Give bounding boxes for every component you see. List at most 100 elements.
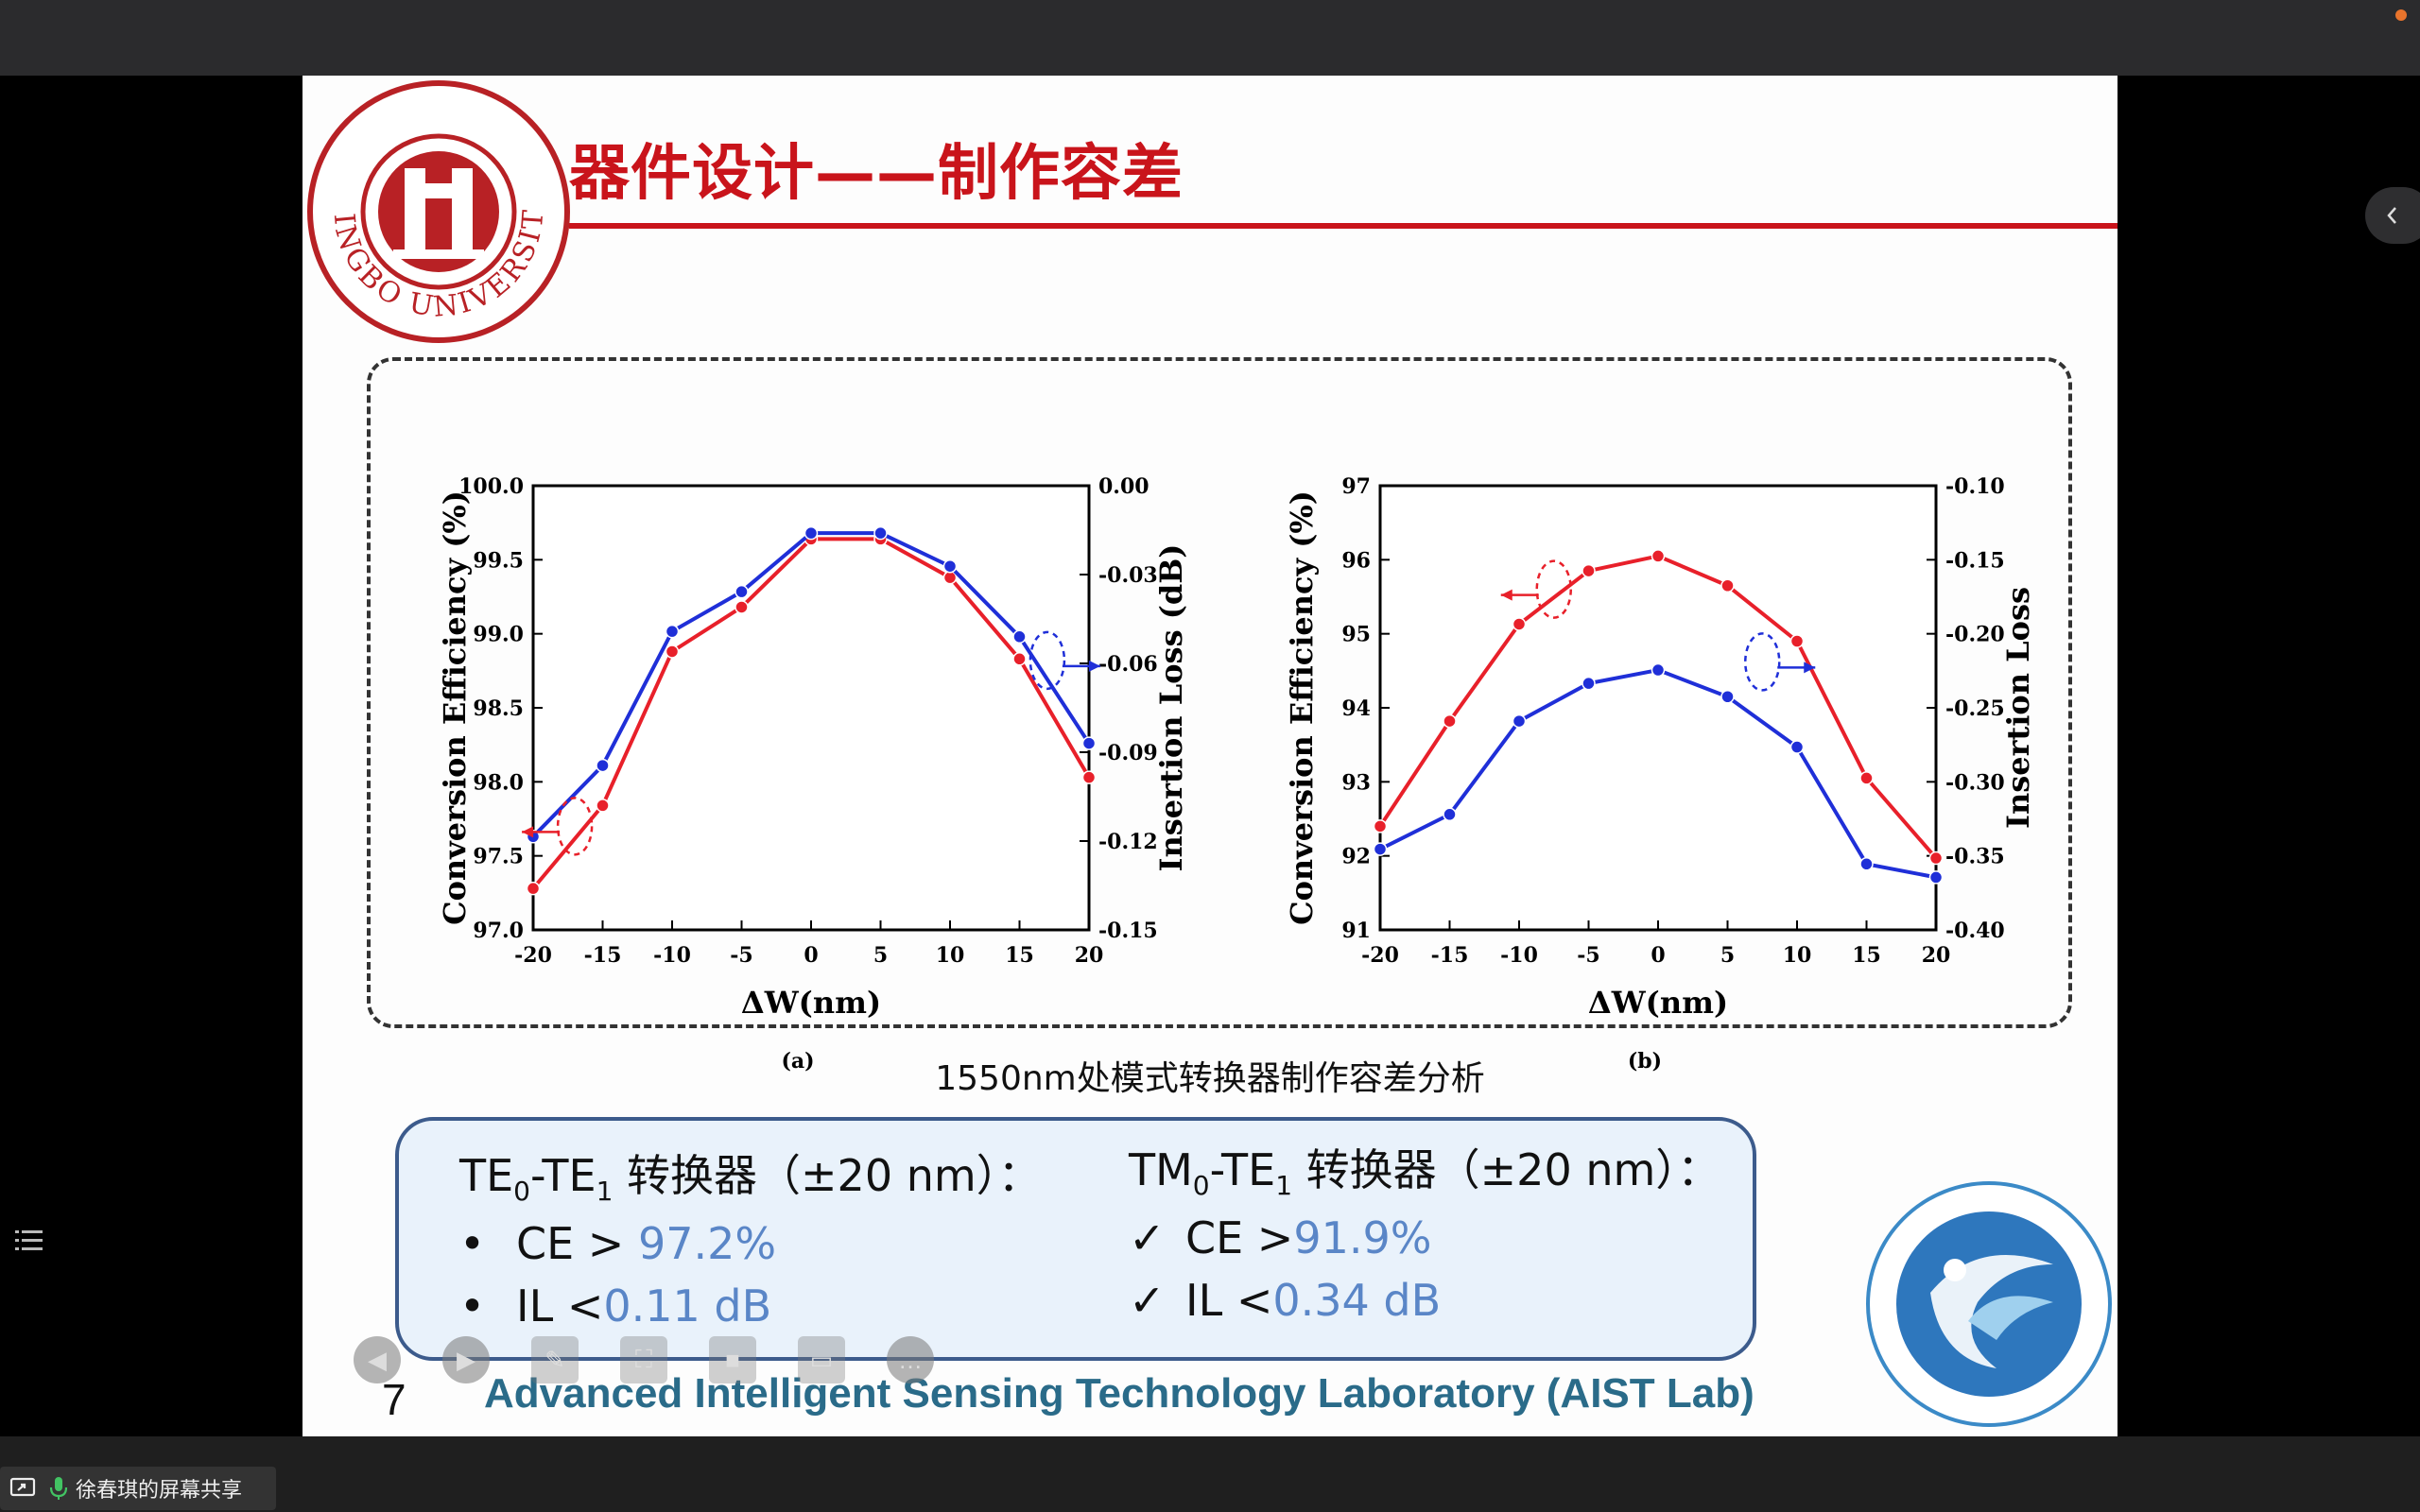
- x-tick-label: -20: [1361, 943, 1399, 968]
- data-point-0: [526, 881, 541, 896]
- annotation-ellipse: [556, 797, 594, 856]
- y2-tick-label: 0.00: [1098, 474, 1150, 499]
- y-tick-label: 97: [1341, 474, 1371, 499]
- figure-frame: [367, 357, 2072, 1028]
- y-tick-label: 97.5: [473, 845, 524, 869]
- share-label: 徐春琪的屏幕共享: [76, 1479, 243, 1503]
- data-point-1: [1443, 807, 1457, 822]
- bottom-bar: [0, 1436, 2420, 1512]
- data-point-1: [942, 558, 958, 574]
- data-point-1: [1512, 713, 1527, 729]
- y-tick-label: 95: [1341, 623, 1371, 647]
- slide-title: 器件设计——制作容差: [569, 139, 1184, 209]
- data-point-1: [1081, 736, 1097, 750]
- pen-button[interactable]: ✎: [531, 1336, 579, 1383]
- y2-tick-label: -0.03: [1098, 563, 1158, 588]
- summary-left-ce: • CE > 97.2%: [459, 1218, 777, 1270]
- prev-slide-button[interactable]: ◀: [354, 1336, 401, 1383]
- x-tick-label: -20: [514, 943, 552, 968]
- outline-icon[interactable]: [13, 1225, 45, 1257]
- data-point-0: [1720, 578, 1735, 593]
- annotation-arrowhead: [522, 826, 534, 838]
- screen-share-indicator[interactable]: 徐春琪的屏幕共享: [0, 1467, 276, 1510]
- annotation-arrowhead: [1500, 589, 1512, 601]
- annotation-arrowhead: [1088, 660, 1100, 672]
- collapse-icon: [2387, 207, 2396, 224]
- x-tick-label: -15: [1431, 943, 1469, 968]
- y2-tick-label: -0.35: [1945, 845, 2005, 869]
- y-tick-label: 92: [1341, 845, 1371, 869]
- y-tick-label: 96: [1341, 548, 1371, 573]
- summary-right-ce: ✓ CE >91.9%: [1129, 1212, 1432, 1264]
- share-icon: [9, 1477, 36, 1497]
- mic-icon: [49, 1477, 68, 1500]
- camera-button[interactable]: ■: [709, 1336, 756, 1383]
- data-point-0: [596, 799, 610, 813]
- more-button[interactable]: …: [887, 1336, 934, 1383]
- prev-icon: ◀: [368, 1345, 387, 1374]
- y-axis-label: Conversion Efficiency (%): [437, 490, 473, 925]
- y2-tick-label: -0.15: [1945, 548, 2005, 573]
- y2-axis-label: Insertion Loss: [2000, 587, 2036, 829]
- data-point-1: [1582, 676, 1596, 691]
- y2-tick-label: -0.30: [1945, 770, 2005, 795]
- summary-box: TE0-TE1 转换器（±20 nm）： • CE > 97.2% • IL <0.…: [395, 1117, 1756, 1361]
- x-tick-label: 5: [1720, 943, 1735, 968]
- x-tick-label: 20: [1075, 943, 1104, 968]
- y2-tick-label: -0.40: [1945, 919, 2005, 943]
- data-point-0: [1928, 850, 1944, 866]
- ningbo-university-logo: NINGBO UNIVERSITY: [304, 77, 570, 343]
- x-tick-label: 10: [936, 943, 965, 968]
- data-point-0: [1512, 617, 1527, 631]
- x-tick-label: -5: [730, 943, 752, 968]
- subtitle-button[interactable]: ▭: [798, 1336, 845, 1383]
- data-point-1: [665, 624, 680, 639]
- y-tick-label: 99.0: [473, 623, 524, 647]
- annotation-ellipse: [1535, 559, 1572, 619]
- summary-right-heading: TM0-TE1 转换器（±20 nm）：: [1129, 1144, 1721, 1202]
- collapse-panel-button[interactable]: [2365, 187, 2420, 244]
- x-axis-label: ΔW(nm): [1588, 985, 1728, 1021]
- data-point-0: [1373, 819, 1388, 833]
- x-tick-label: 0: [1651, 943, 1665, 968]
- chart-b: -20 -15 -10 -5 0 5 10 15 20 91 92 93 94 95 96 97 -0.40 -0…: [1284, 474, 2036, 1074]
- slide-toolbar: ◀ ▶ ✎ ⛶ ■ ▭ …: [354, 1336, 976, 1393]
- data-point-0: [1081, 770, 1097, 784]
- screenshot-icon: ⛶: [634, 1345, 653, 1373]
- data-point-0: [1789, 634, 1805, 648]
- y2-tick-label: -0.09: [1098, 741, 1158, 765]
- x-tick-label: 15: [1005, 943, 1034, 968]
- data-point-1: [1651, 662, 1666, 678]
- data-point-1: [1789, 740, 1805, 754]
- summary-left-heading: TE0-TE1 转换器（±20 nm）：: [459, 1150, 1042, 1208]
- y-tick-label: 100.0: [458, 474, 524, 499]
- more-icon: …: [898, 1345, 923, 1374]
- annotation-ellipse: [1744, 632, 1781, 692]
- x-tick-label: 20: [1922, 943, 1951, 968]
- y2-tick-label: -0.20: [1945, 623, 2005, 647]
- summary-left: TE0-TE1 转换器（±20 nm）： • CE > 97.2% • IL <0.…: [459, 1142, 1042, 1332]
- y-tick-label: 98.0: [473, 770, 524, 795]
- x-tick-label: 0: [804, 943, 818, 968]
- screenshot-button[interactable]: ⛶: [620, 1336, 667, 1383]
- pen-icon: ✎: [544, 1345, 565, 1374]
- page-number: 7: [382, 1375, 406, 1424]
- y-tick-label: 97.0: [473, 919, 524, 943]
- y2-tick-label: -0.12: [1098, 830, 1158, 854]
- data-point-1: [596, 758, 610, 773]
- top-bar: [0, 0, 2420, 76]
- chart-a: -20 -15 -10 -5 0 5 10 15 20 97.0 97.5 98.0 98.5 99.0 9…: [437, 474, 1189, 1074]
- summary-left-il: • IL <0.11 dB: [459, 1280, 772, 1332]
- next-slide-button[interactable]: ▶: [442, 1336, 490, 1383]
- data-point-0: [1859, 771, 1874, 785]
- x-tick-label: -10: [1500, 943, 1538, 968]
- data-point-0: [1651, 549, 1666, 563]
- data-point-1: [1012, 629, 1027, 644]
- x-tick-label: -15: [584, 943, 622, 968]
- camera-icon: ■: [725, 1345, 740, 1374]
- y-tick-label: 94: [1341, 696, 1371, 721]
- presentation-slide: NINGBO UNIVERSITY 器件设计——制作容差 -20 -15 -10 -5…: [302, 76, 2118, 1436]
- y-tick-label: 99.5: [473, 548, 524, 573]
- summary-right-il: ✓ IL <0.34 dB: [1129, 1275, 1442, 1327]
- data-point-0: [1012, 652, 1027, 666]
